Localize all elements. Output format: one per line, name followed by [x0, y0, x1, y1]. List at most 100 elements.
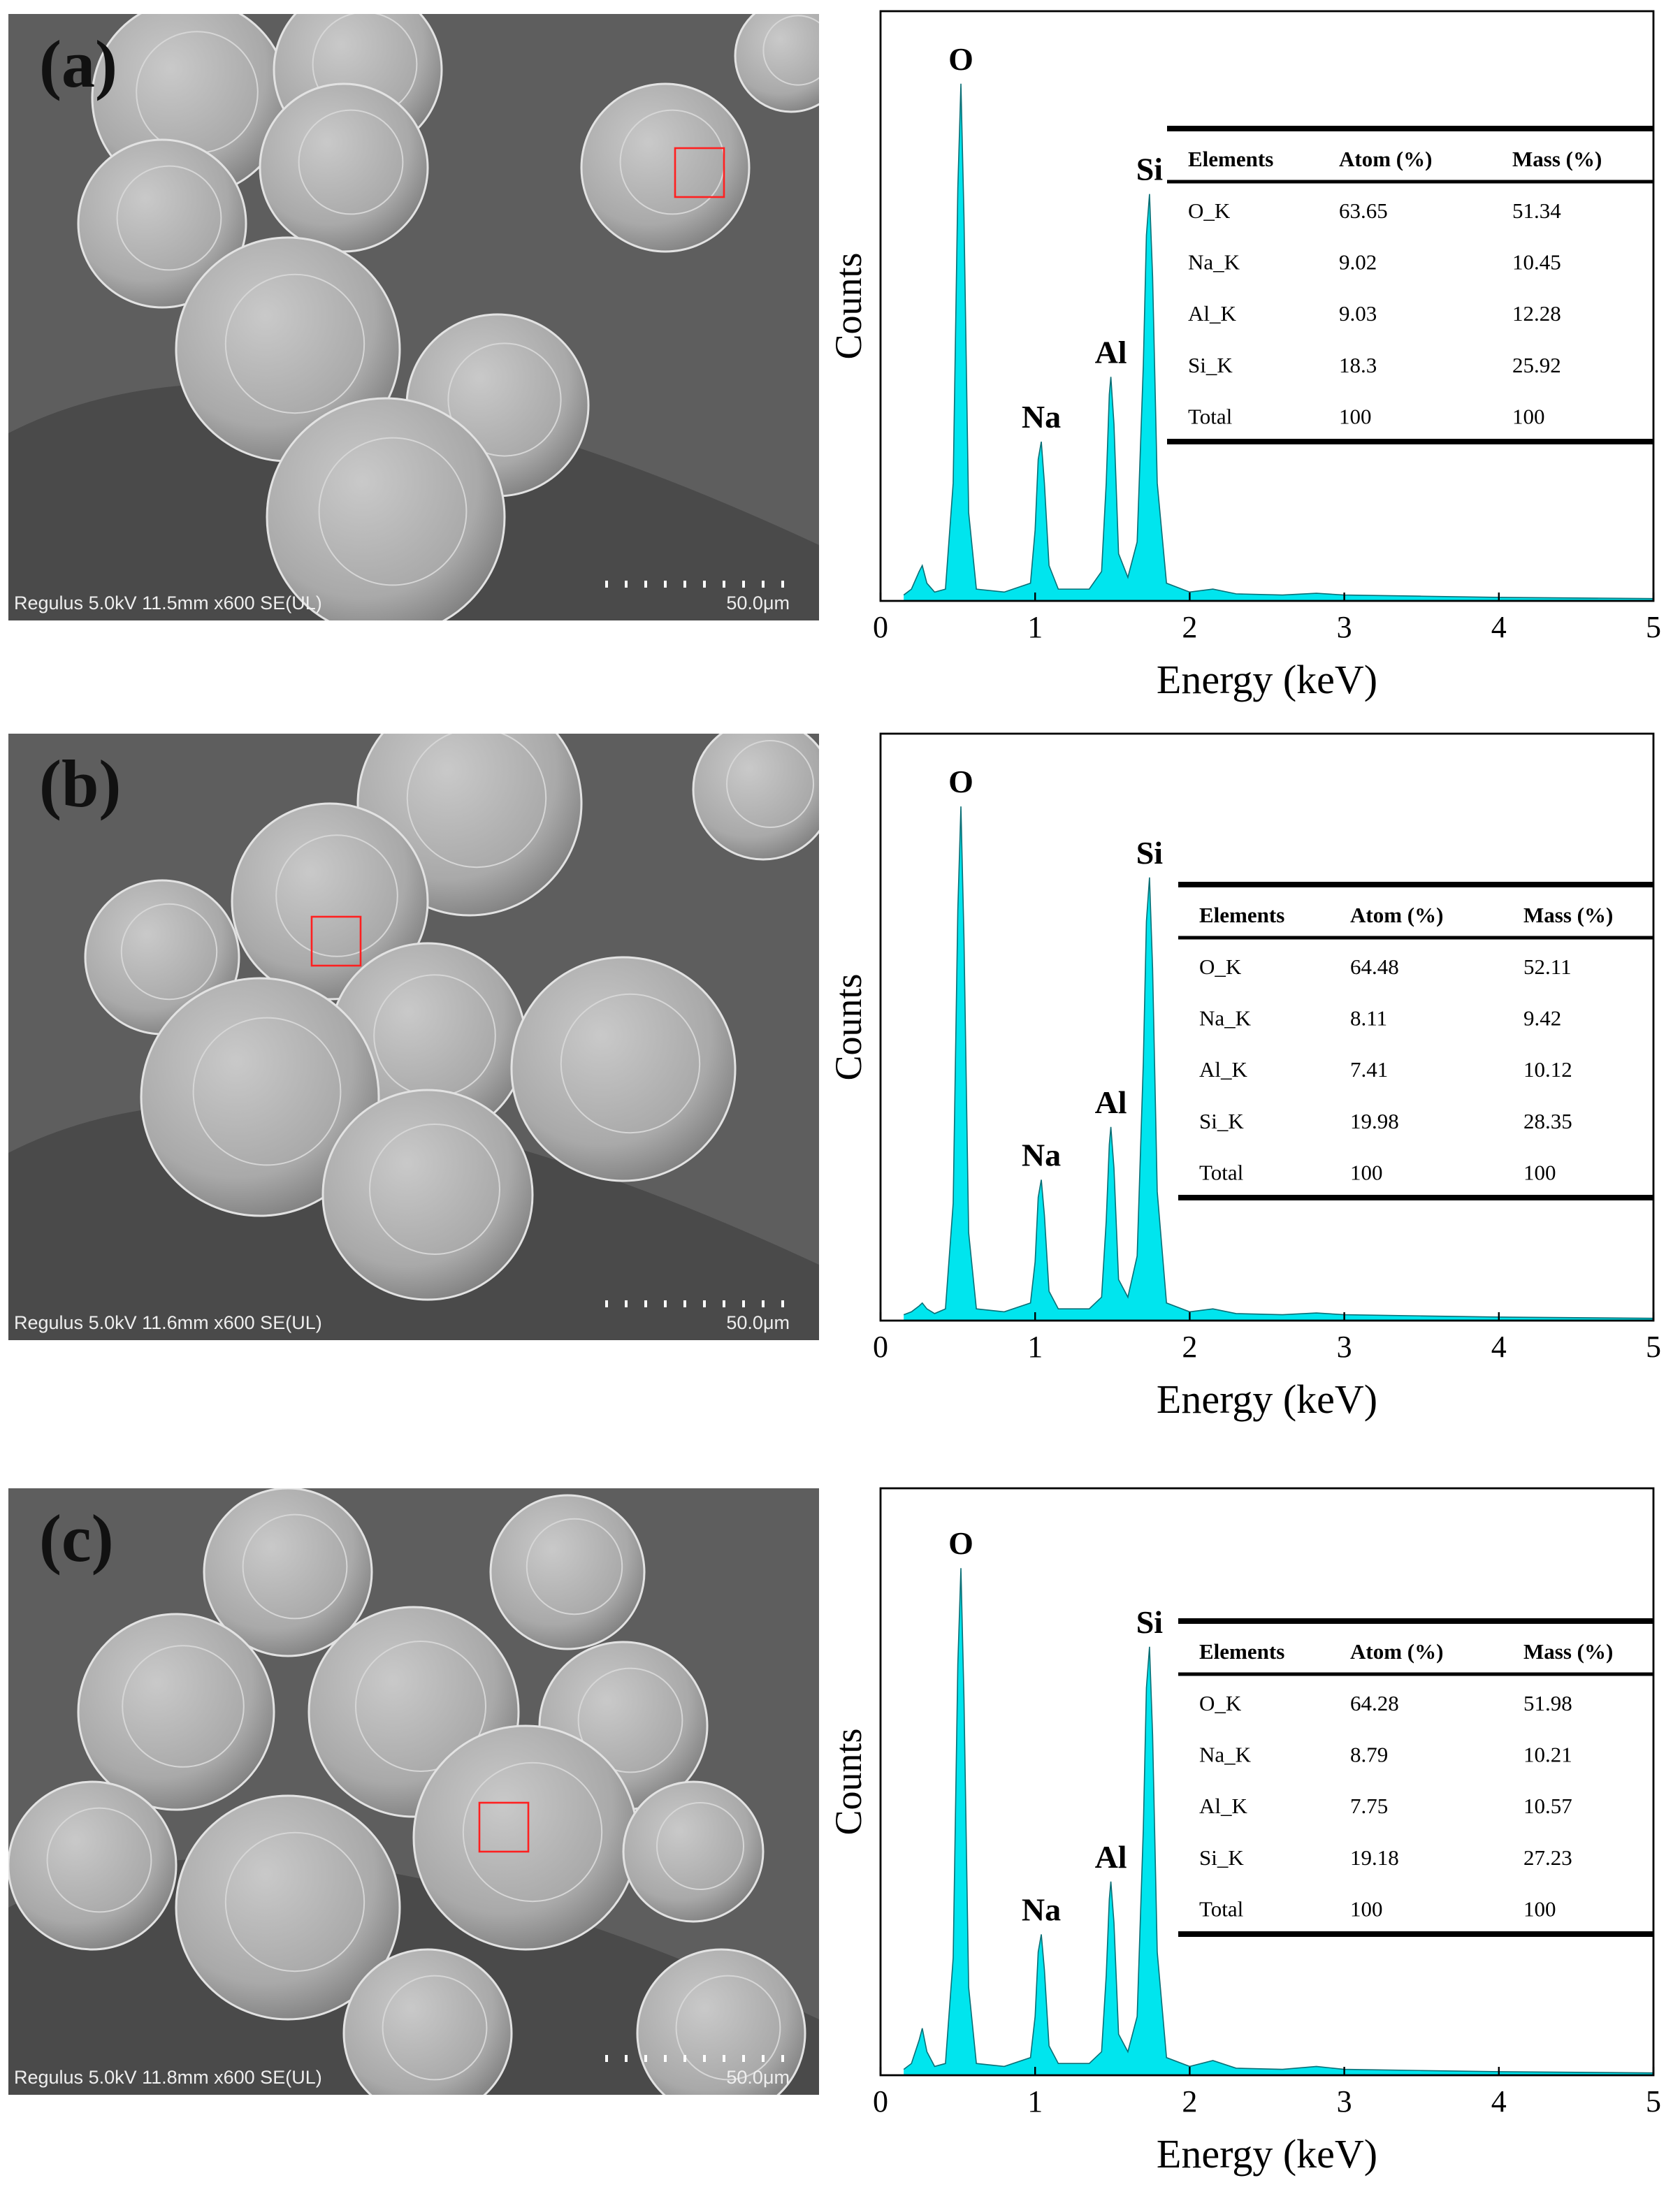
image-caption: Regulus 5.0kV 11.5mm x600 SE(UL): [14, 593, 322, 613]
plot-frame: [879, 10, 1655, 602]
particles: [8, 734, 819, 1340]
x-tick-label: 5: [1646, 1330, 1661, 1364]
table-cell: Al_K: [1199, 1057, 1248, 1082]
peak-label: O: [948, 1525, 973, 1561]
particle-facet: [224, 1831, 365, 1973]
table-header: Elements: [1199, 1639, 1284, 1664]
table-header: Elements: [1188, 147, 1273, 171]
x-tick-label: 0: [873, 2084, 888, 2119]
particle-facet: [116, 165, 222, 271]
peak-label: Al: [1095, 334, 1127, 370]
y-axis-label: Counts: [827, 252, 869, 359]
particle: [622, 1780, 765, 1923]
peak-label: Na: [1022, 399, 1061, 435]
table-header: Atom (%): [1339, 147, 1432, 171]
x-tick-label: 2: [1182, 1330, 1197, 1364]
peak-label: Al: [1095, 1839, 1127, 1875]
plot-frame: [879, 732, 1655, 1322]
particle: [734, 14, 819, 113]
x-tick-label: 3: [1337, 610, 1352, 644]
table-cell: 8.11: [1350, 1006, 1387, 1031]
x-tick-label: 2: [1182, 610, 1197, 644]
particle-facet: [447, 342, 562, 457]
particle-facet: [726, 740, 814, 828]
spectrum-line: [903, 806, 1654, 1319]
sem-image: (b) Regulus 5.0kV 11.6mm x600 SE(UL) 50.0μ…: [8, 734, 819, 1340]
particle: [266, 397, 506, 620]
panel-label: (c): [39, 1501, 114, 1576]
scale-bar-label: 50.0μm: [726, 593, 790, 613]
table-cell: 100: [1350, 1896, 1383, 1921]
table-cell: Al_K: [1188, 301, 1237, 326]
table-cell: 64.48: [1350, 954, 1399, 979]
x-axis-label: Energy (keV): [1157, 1376, 1377, 1422]
table-header: Mass (%): [1523, 1639, 1613, 1664]
table-cell: 100: [1512, 404, 1545, 428]
particle: [321, 1089, 534, 1301]
spectrum-line: [903, 83, 1654, 600]
image-caption: Regulus 5.0kV 11.8mm x600 SE(UL): [14, 2067, 322, 2088]
y-axis-label: Counts: [827, 973, 869, 1080]
table-header: Mass (%): [1512, 147, 1602, 171]
table-cell: O_K: [1199, 1691, 1242, 1715]
particle-facet: [122, 1645, 245, 1768]
table-cell: 51.34: [1512, 198, 1561, 223]
table-cell: 51.98: [1523, 1691, 1572, 1715]
table-cell: Si_K: [1199, 1845, 1244, 1870]
x-tick-label: 1: [1027, 610, 1043, 644]
table-cell: Si_K: [1188, 353, 1233, 377]
table-cell: Na_K: [1199, 1006, 1252, 1031]
table-cell: Al_K: [1199, 1794, 1248, 1818]
table-cell: 28.35: [1523, 1109, 1572, 1133]
analysis-region: [478, 1801, 530, 1853]
x-tick-label: 3: [1337, 2084, 1352, 2119]
peak-label: Al: [1095, 1084, 1127, 1120]
particle: [8, 1780, 178, 1951]
scale-bar-label: 50.0μm: [726, 2067, 790, 2088]
analysis-region: [310, 915, 362, 967]
table-header: Elements: [1199, 903, 1284, 927]
particle-facet: [318, 437, 468, 586]
x-tick-label: 0: [873, 610, 888, 644]
peak-label: Si: [1136, 152, 1164, 187]
analysis-region: [674, 147, 725, 198]
particle-facet: [224, 273, 365, 414]
scale-bar-label: 50.0μm: [726, 1312, 790, 1333]
x-tick-label: 5: [1646, 610, 1661, 644]
x-tick-label: 4: [1491, 2084, 1507, 2119]
particles: [8, 14, 819, 620]
sem-image: (c) Regulus 5.0kV 11.8mm x600 SE(UL) 50.0μ…: [8, 1488, 819, 2095]
x-tick-label: 1: [1027, 1330, 1043, 1364]
table-cell: 52.11: [1523, 954, 1572, 979]
particle: [510, 956, 737, 1182]
x-tick-label: 3: [1337, 1330, 1352, 1364]
table-cell: 100: [1339, 404, 1372, 428]
particle: [77, 1613, 275, 1811]
peak-label: Na: [1022, 1891, 1061, 1927]
particle-facet: [577, 1667, 683, 1773]
table-header: Mass (%): [1523, 903, 1613, 927]
particle-facet: [120, 903, 218, 1001]
table-cell: 10.12: [1523, 1057, 1572, 1082]
table-cell: 10.45: [1512, 250, 1561, 275]
y-axis-label: Counts: [827, 1728, 869, 1835]
image-caption: Regulus 5.0kV 11.6mm x600 SE(UL): [14, 1312, 322, 1333]
x-axis-label: Energy (keV): [1157, 2131, 1377, 2177]
plot-frame: [879, 1487, 1655, 2077]
table-cell: O_K: [1188, 198, 1231, 223]
table-cell: 63.65: [1339, 198, 1388, 223]
particle-facet: [560, 993, 701, 1134]
table-cell: 100: [1523, 1160, 1556, 1184]
particle-facet: [526, 1518, 623, 1615]
table-cell: 8.79: [1350, 1743, 1388, 1767]
peak-label: O: [948, 41, 973, 77]
particle: [489, 1494, 646, 1650]
x-tick-label: 1: [1027, 2084, 1043, 2119]
particles: [8, 1488, 819, 2095]
peak-label: Si: [1136, 835, 1164, 871]
table-cell: 25.92: [1512, 353, 1561, 377]
x-tick-label: 2: [1182, 2084, 1197, 2119]
table-cell: 10.21: [1523, 1743, 1572, 1767]
